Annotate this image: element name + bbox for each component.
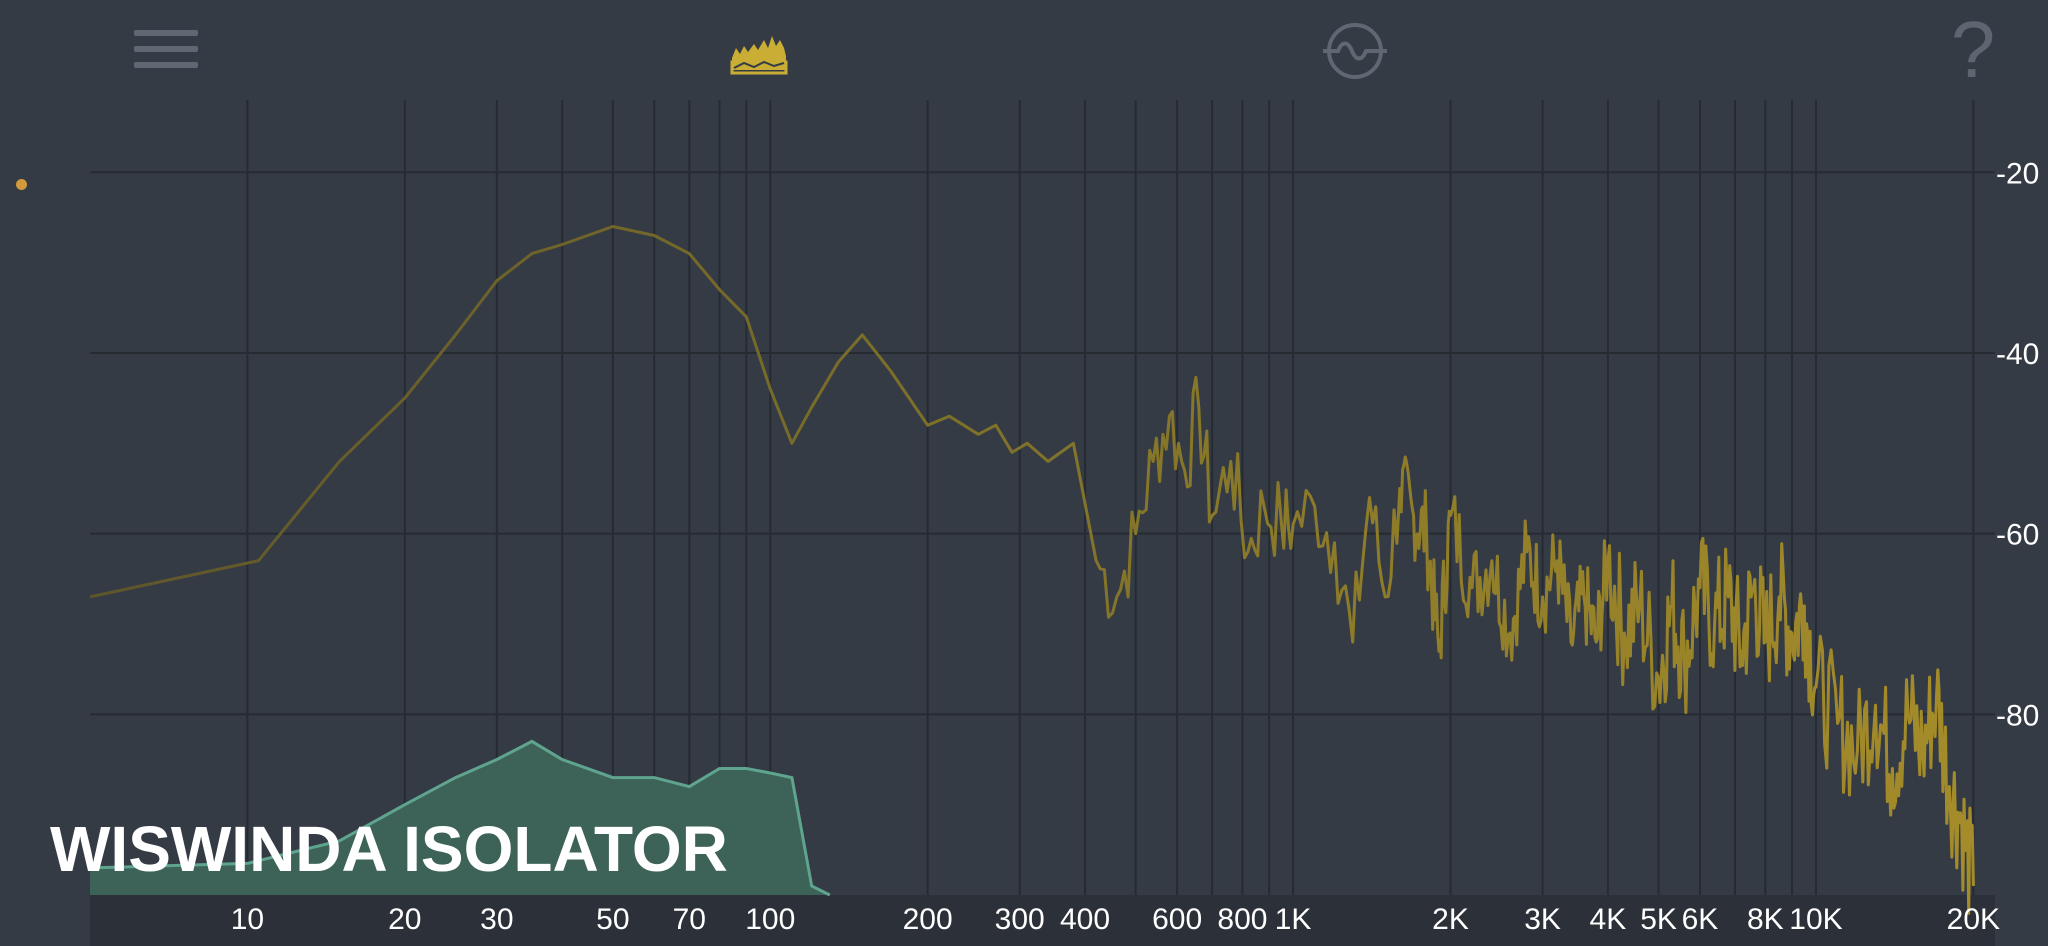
menu-button[interactable] <box>128 24 204 78</box>
spectrum-series-line <box>89 225 1975 915</box>
brand-title: WISWINDA ISOLATOR <box>50 813 728 885</box>
level-marker-dot <box>16 179 27 190</box>
x-tick-label: 20 <box>388 903 421 936</box>
y-axis-ticks: -20 -40 -60 -80 <box>1996 157 2039 732</box>
x-tick-label: 2K <box>1432 903 1469 936</box>
x-tick-label: 600 <box>1152 903 1202 936</box>
toolbar: ? <box>0 0 2048 100</box>
x-tick-label: 10K <box>1789 903 1842 936</box>
x-tick-label: 100 <box>745 903 795 936</box>
help-button[interactable]: ? <box>1948 10 1998 90</box>
spectrum-view-button[interactable] <box>724 18 794 82</box>
y-tick-label: -60 <box>1996 519 2039 552</box>
x-axis-ticks: 10 20 30 50 70 100 200 300 400 600 800 1K 2K 3K 4K 5K 6K… <box>231 903 2000 936</box>
y-tick-label: -20 <box>1996 157 2039 190</box>
x-tick-label: 4K <box>1590 903 1627 936</box>
spectrum-analyzer-icon <box>730 36 788 75</box>
x-tick-label: 400 <box>1060 903 1110 936</box>
series-layer <box>89 225 1975 915</box>
y-tick-label: -80 <box>1996 699 2039 732</box>
x-tick-label: 800 <box>1217 903 1267 936</box>
x-tick-label: 50 <box>596 903 629 936</box>
reference-area-line <box>89 739 831 897</box>
x-tick-label: 6K <box>1682 903 1719 936</box>
x-tick-label: 200 <box>903 903 953 936</box>
x-tick-label: 70 <box>673 903 706 936</box>
x-axis-band <box>90 895 1995 946</box>
x-tick-label: 1K <box>1275 903 1312 936</box>
y-tick-label: -40 <box>1996 338 2039 371</box>
x-tick-label: 300 <box>995 903 1045 936</box>
x-tick-label: 10 <box>231 903 264 936</box>
plot-background <box>90 100 1995 895</box>
reference-area-fill <box>90 741 830 895</box>
grid-lines <box>90 100 1995 895</box>
x-tick-label: 8K <box>1747 903 1784 936</box>
x-tick-label: 20K <box>1947 903 2000 936</box>
x-tick-label: 5K <box>1640 903 1677 936</box>
help-icon: ? <box>1950 5 1996 94</box>
x-tick-label: 3K <box>1524 903 1561 936</box>
wave-view-button[interactable] <box>1320 20 1390 82</box>
hamburger-menu-icon <box>134 30 198 68</box>
x-tick-label: 30 <box>480 903 513 936</box>
wave-circle-icon <box>1323 23 1387 79</box>
